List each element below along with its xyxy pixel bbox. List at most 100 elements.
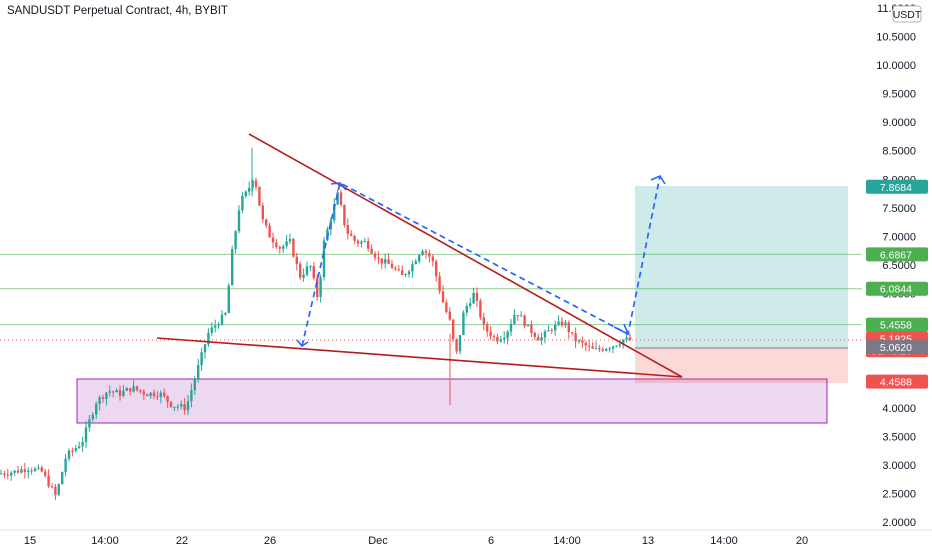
candle-body (71, 450, 74, 452)
candle-body (156, 396, 159, 398)
price-tag[interactable]: 5.0620 (866, 340, 928, 355)
candle-body (421, 251, 424, 256)
candle-body (0, 473, 3, 475)
candle-body (571, 332, 574, 334)
candle-body (173, 406, 176, 408)
candle-body (506, 331, 509, 339)
candle-body (285, 241, 288, 247)
candle-body (84, 427, 88, 443)
candle-body (543, 331, 547, 338)
price-tag[interactable]: 5.4558 (866, 317, 928, 332)
candle-body (101, 397, 105, 399)
projection-arrow-1-icon (296, 339, 309, 348)
candle-body (598, 348, 601, 350)
candle-body (499, 339, 502, 342)
price-tick-label: 10.0000 (876, 60, 916, 72)
candle-body (265, 219, 268, 226)
candle-body (125, 388, 128, 391)
price-tag[interactable]: 6.6867 (866, 247, 928, 262)
candle-body (608, 348, 611, 350)
candle-body (98, 397, 101, 404)
candle-body (394, 268, 397, 270)
time-tick-label: Dec (368, 535, 388, 547)
candle-body (526, 324, 530, 327)
candle-body (50, 486, 54, 488)
candle-body (431, 256, 434, 262)
candle-body (95, 403, 98, 415)
long-position-stop-area[interactable] (635, 348, 848, 383)
candle-body (282, 246, 285, 249)
long-position-target-area[interactable] (635, 186, 848, 348)
time-tick-label: 26 (264, 535, 276, 547)
candle-body (78, 446, 81, 449)
currency-button-label: USDT (893, 9, 922, 21)
candle-body (591, 346, 594, 349)
candle-body (516, 315, 519, 317)
candle-body (305, 266, 309, 275)
projection-arrow-2-icon (330, 182, 347, 191)
triangle-upper-trendline[interactable] (248, 133, 683, 378)
candle-body (316, 278, 319, 297)
currency-button[interactable]: USDT (892, 5, 922, 23)
candle-body (20, 469, 23, 473)
candle-body (142, 391, 145, 395)
candle-body (302, 274, 305, 278)
candle-body (248, 187, 251, 192)
candle-body (445, 302, 448, 312)
price-tick-label: 9.5000 (882, 89, 916, 101)
support-zone[interactable] (76, 378, 828, 424)
projection-path[interactable] (301, 175, 661, 347)
candle-body (584, 342, 587, 346)
candle-body (547, 330, 550, 332)
candle-body (424, 251, 428, 254)
candle-body (115, 390, 118, 393)
candle-body (169, 401, 173, 407)
candle-body (13, 470, 16, 473)
time-tick-label: 6 (488, 535, 494, 547)
candle-body (261, 205, 264, 220)
price-tag[interactable]: 4.4588 (866, 374, 928, 389)
price-tick-label: 2.5000 (882, 489, 916, 501)
candle-body (166, 396, 169, 402)
candle-body (241, 195, 244, 211)
candle-body (299, 263, 302, 278)
price-tag[interactable]: 6.0844 (866, 281, 928, 296)
candle-body (540, 337, 543, 341)
candle-body (57, 484, 60, 495)
time-tick-label: 15 (24, 535, 36, 547)
candle-body (479, 300, 482, 318)
candle-body (207, 332, 210, 345)
candle-body (428, 253, 431, 257)
candle-body (129, 388, 132, 392)
candle-body (438, 276, 441, 292)
candle-body (486, 324, 489, 332)
candle-body (210, 327, 213, 333)
candle-body (404, 274, 407, 276)
candle-body (33, 468, 37, 472)
candle-body (37, 467, 40, 469)
candle-body (163, 392, 166, 397)
candle-body (455, 338, 458, 352)
candle-body (309, 266, 312, 268)
candle-body (537, 336, 540, 341)
candle-body (180, 404, 183, 407)
candles (0, 147, 632, 500)
candle-body (193, 379, 196, 391)
candle-body (622, 339, 625, 345)
price-axis-panel[interactable] (862, 0, 932, 530)
price-tag-box (866, 179, 928, 194)
price-tick-label: 2.0000 (882, 517, 916, 529)
candle-body (625, 337, 628, 340)
triangle-lower-trendline[interactable] (156, 337, 683, 378)
candle-body (227, 285, 230, 314)
candle-body (27, 470, 30, 472)
candle-body (370, 248, 373, 254)
candle-body (380, 258, 383, 264)
candle-body (251, 180, 254, 188)
price-tag[interactable]: 7.8684 (866, 179, 928, 194)
candle-body (159, 392, 162, 397)
candle-body (618, 344, 621, 346)
candle-body (91, 414, 94, 420)
candle-body (397, 269, 400, 271)
